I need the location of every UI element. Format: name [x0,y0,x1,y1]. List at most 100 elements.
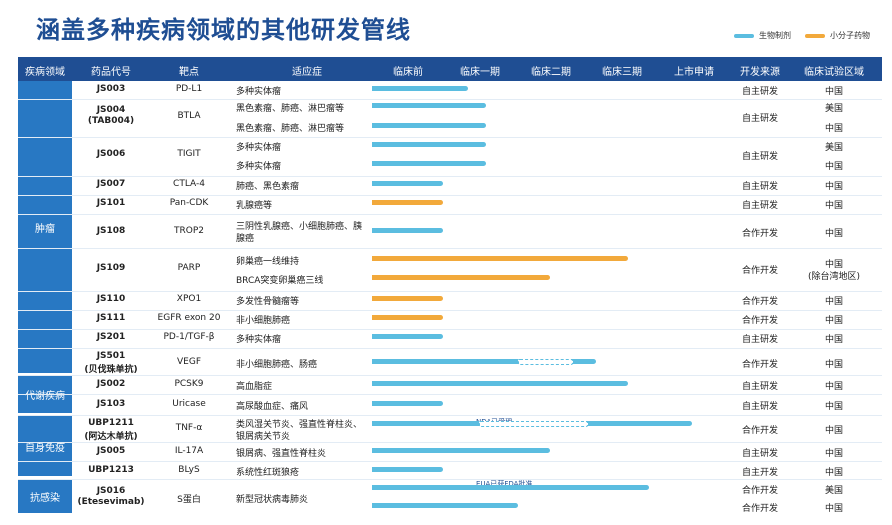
drug-target: VEGF [177,357,201,367]
drug-code: UBP1211 [88,418,134,428]
drug-code: JS201 [96,332,126,342]
drug-code: JS004 [96,105,126,115]
header-phase2: 临床二期 [531,67,571,78]
region: 美国 [824,143,844,153]
source: 自主研发 [741,152,779,162]
indication: 多发性骨髓瘤等 [236,297,300,307]
region: 中国 [824,297,844,307]
region: 中国 [824,504,844,514]
region: 中国 [824,162,844,172]
indication: 非小细胞肺癌 [236,316,291,326]
source: 合作开发 [741,316,779,326]
drug-code-alt: (Etesevimab) [77,497,145,507]
indication: 黑色素瘤、肺癌、淋巴瘤等 [236,104,345,114]
progress-bar [372,448,550,453]
progress-bar [372,103,486,108]
region-note: (除台湾地区) [807,272,861,282]
progress-bar [372,181,443,186]
header-phase3: 临床三期 [602,67,642,78]
drug-code: JS501 [96,351,126,361]
region: 中国 [824,335,844,345]
drug-target: IL-17A [174,446,204,456]
region: 中国 [824,229,844,239]
table-header: 疾病领域 药品代号 靶点 适应症 临床前 临床一期 临床二期 临床三期 上市申请… [18,57,882,81]
progress-bar-dashed [479,420,588,427]
drug-code: JS016 [96,486,126,496]
source: 自主研发 [741,114,779,124]
drug-code: JS111 [96,313,126,323]
drug-target: PD-1/TGF-β [163,332,215,342]
indication: BRCA突变卵巢癌三线 [236,276,324,286]
source: 合作开发 [741,360,779,370]
legend: 生物制剂 小分子药物 [720,30,870,41]
progress-bar [372,381,628,386]
progress-bar [372,334,443,339]
indication: 多种实体瘤 [236,162,282,172]
progress-bar [372,200,443,205]
source: 合作开发 [741,486,779,496]
region: 中国 [824,182,844,192]
progress-bar [372,86,468,91]
indication: 黑色素瘤、肺癌、淋巴瘤等 [236,124,345,134]
drug-target: TROP2 [174,226,204,236]
progress-bar [372,503,518,508]
header-phase1: 临床一期 [460,67,500,78]
region: 中国 [824,201,844,211]
header-area: 疾病领域 [25,67,65,78]
drug-target: PCSK9 [174,379,204,389]
drug-code-alt: (TAB004) [87,116,135,126]
source: 合作开发 [741,229,779,239]
region: 美国 [824,104,844,114]
progress-bar-dashed [518,358,573,365]
drug-target: Uricase [172,399,206,409]
source: 自主研发 [741,335,779,345]
drug-target: S蛋白 [177,495,201,505]
drug-target: CTLA-4 [173,179,205,189]
region: 中国 [824,124,844,134]
category-tumor: 肿瘤 [18,81,72,373]
source: 自主研发 [741,182,779,192]
source: 自主研发 [741,382,779,392]
source: 合作开发 [741,504,779,514]
drug-code: JS108 [96,226,126,236]
region: 中国 [824,449,844,459]
source: 自主研发 [741,449,779,459]
source: 自主研发 [741,87,779,97]
drug-target: PD-L1 [175,84,203,94]
region: 中国 [824,260,844,270]
progress-bar [372,142,486,147]
legend-small-swatch [805,33,825,38]
progress-bar [372,467,443,472]
indication: 新型冠状病毒肺炎 [236,495,309,505]
indication: 多种实体瘤 [236,87,282,97]
indication-cont: 腺癌 [236,234,255,244]
indication: 高血脂症 [236,382,273,392]
drug-code-alt: (阿达木单抗) [84,432,138,442]
source: 自主研发 [741,402,779,412]
source: 自主研发 [741,201,779,211]
indication: 非小细胞肺癌、肠癌 [236,360,318,370]
indication: 卵巢癌一线维持 [236,257,300,267]
legend-small-label: 小分子药物 [830,31,870,40]
source: 合作开发 [741,297,779,307]
table-body: 肿瘤 代谢疾病 自身免疫 抗感染 JS003 PD-L1 多种实体瘤 自主研发 … [18,81,882,514]
source: 合作开发 [741,266,779,276]
progress-bar [372,161,486,166]
indication: 高尿酸血症、痛风 [236,402,309,412]
drug-target: EGFR exon 20 [157,313,221,323]
header-indication: 适应症 [292,67,322,78]
drug-code: JS101 [96,198,126,208]
drug-code: JS103 [96,399,126,409]
source: 合作开发 [741,426,779,436]
region: 中国 [824,382,844,392]
progress-bar [372,359,596,364]
bar-note: EUA已获FDA批准 [476,480,533,488]
header-filing: 上市申请 [674,67,714,78]
progress-bar [372,401,443,406]
category-autoimmune: 自身免疫 [18,416,72,476]
drug-target: PARP [177,263,201,273]
legend-bio-label: 生物制剂 [759,31,791,40]
drug-code: UBP1213 [88,465,134,475]
header-source: 开发来源 [740,67,780,78]
drug-target: Pan-CDK [169,198,209,208]
